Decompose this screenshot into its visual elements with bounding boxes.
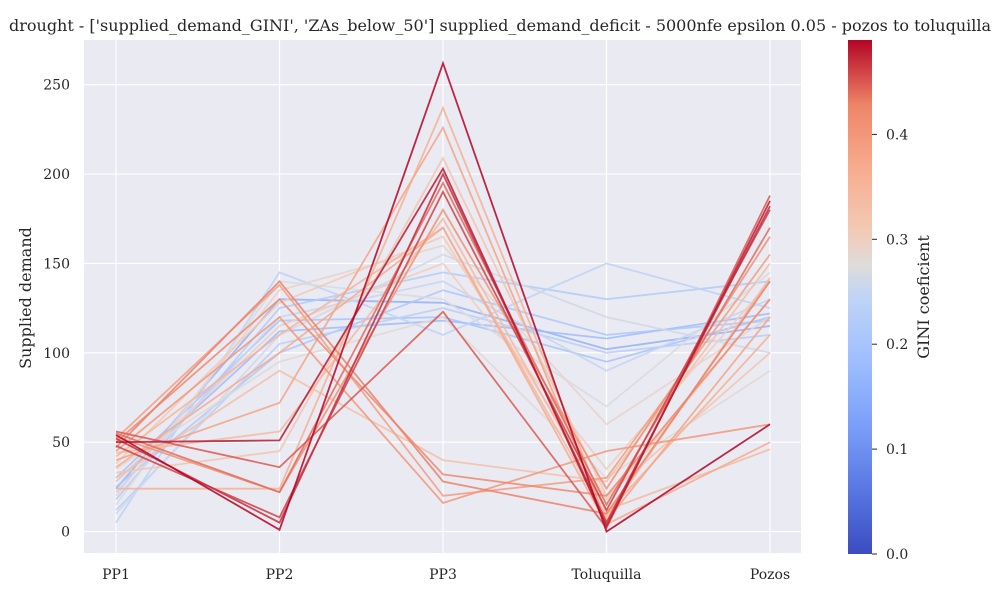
y-axis-label: Supplied demand xyxy=(16,227,35,369)
series-line xyxy=(115,271,771,500)
colorbar-tick-label: 0.0 xyxy=(886,547,908,563)
x-tick-label: PP1 xyxy=(102,567,130,583)
chart-title: drought - ['supplied_demand_GINI', 'ZAs_… xyxy=(9,16,991,35)
y-tick-label: 200 xyxy=(43,167,70,183)
x-tick-label: Toluquilla xyxy=(572,567,642,583)
series-line xyxy=(115,262,771,483)
series-line xyxy=(115,253,771,515)
grid-lines xyxy=(84,40,801,553)
series-line xyxy=(115,217,771,512)
series-line xyxy=(115,208,771,494)
y-tick-label: 0 xyxy=(61,525,70,541)
colorbar-tick-label: 0.3 xyxy=(886,232,908,248)
series-line xyxy=(115,125,771,523)
y-tick-label: 100 xyxy=(43,346,70,362)
series-line xyxy=(115,297,771,497)
colorbar-tick-label: 0.1 xyxy=(886,442,908,458)
series-line xyxy=(115,315,771,505)
series-line xyxy=(115,279,771,515)
x-tick-label: PP2 xyxy=(266,567,294,583)
x-tick-label: Pozos xyxy=(750,567,790,583)
series-line xyxy=(115,181,771,507)
series-line xyxy=(115,235,771,501)
y-tick-label: 150 xyxy=(43,256,70,272)
series-line xyxy=(115,226,771,526)
x-tick-label: PP3 xyxy=(429,567,457,583)
series-line xyxy=(115,189,771,519)
series-line xyxy=(115,244,771,497)
y-tick-label: 50 xyxy=(52,435,70,451)
colorbar xyxy=(848,40,872,554)
series-line xyxy=(115,166,771,529)
x-tick-labels: PP1 PP2 PP3 Toluquilla Pozos xyxy=(102,567,790,583)
colorbar-ticks: 0.0 0.1 0.2 0.3 0.4 xyxy=(872,127,908,563)
colorbar-label: GINI coeficient xyxy=(914,235,933,359)
colorbar-tick-label: 0.4 xyxy=(886,127,908,143)
y-tick-label: 250 xyxy=(43,78,70,94)
series-line xyxy=(115,156,771,498)
series-line xyxy=(115,60,771,533)
series-lines xyxy=(115,60,771,533)
colorbar-tick-label: 0.2 xyxy=(886,337,908,353)
y-tick-labels: 0 50 100 150 200 250 xyxy=(43,78,70,541)
